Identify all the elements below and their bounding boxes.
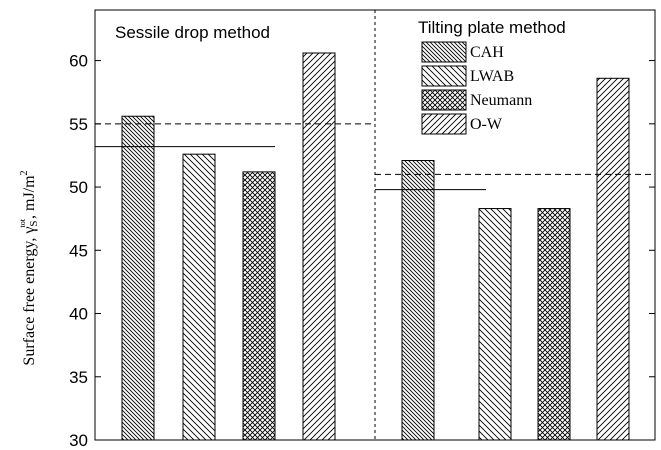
legend-swatch <box>421 89 467 111</box>
legend-label: O-W <box>470 116 503 133</box>
legend-swatch <box>421 65 467 87</box>
y-tick-label: 35 <box>69 368 88 387</box>
bar-cah <box>121 115 155 441</box>
bar-lwab <box>478 208 512 441</box>
bar-o-w <box>596 77 630 441</box>
legend-label: Neumann <box>470 92 532 109</box>
plot-area <box>94 9 656 441</box>
legend-swatch <box>421 113 467 135</box>
panel-title-sessile: Sessile drop method <box>115 23 270 42</box>
legend-swatch <box>421 41 467 63</box>
bar-cah <box>401 160 435 441</box>
reference-lines <box>95 123 655 191</box>
bar-neumann <box>537 208 571 441</box>
y-axis-label-text: Surface free energy, γ <box>21 227 38 366</box>
y-axis: 30 35 40 45 50 55 60 <box>69 52 655 450</box>
legend-label: LWAB <box>470 68 514 85</box>
y-axis-label-unit-sup: 2 <box>19 170 30 175</box>
y-axis-label-unit: , mJ/m <box>21 175 38 219</box>
y-tick-label: 45 <box>69 241 88 260</box>
panel-title-tilting: Tilting plate method <box>418 18 566 37</box>
plot-frame <box>94 9 656 441</box>
y-tick-label: 50 <box>69 178 88 197</box>
y-tick-label: 30 <box>69 431 88 450</box>
y-tick-label: 40 <box>69 305 88 324</box>
legend: CAH LWAB Neumann O-W <box>421 41 532 135</box>
legend-label: CAH <box>470 44 504 61</box>
y-axis-label-sub: S <box>28 220 40 226</box>
y-axis-label: Surface free energy, γStot, mJ/m2 <box>18 170 40 365</box>
bar-o-w <box>302 52 336 441</box>
y-tick-label: 55 <box>69 115 88 134</box>
y-tick-label: 60 <box>69 52 88 71</box>
bars <box>121 52 630 441</box>
bar-lwab <box>182 153 216 441</box>
y-axis-label-sup: tot <box>18 218 27 227</box>
bar-neumann <box>242 171 276 441</box>
